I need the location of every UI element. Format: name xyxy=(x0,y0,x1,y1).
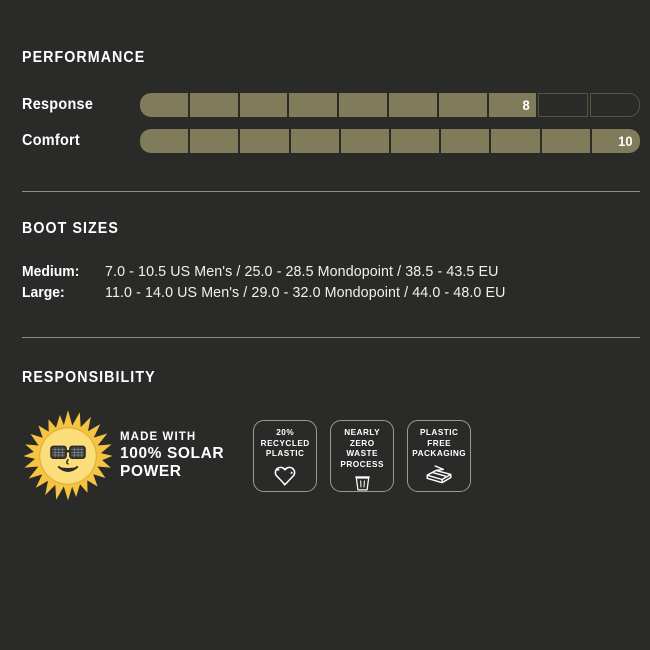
responsibility-badges: 20% RECYCLED PLASTIC NEARLY xyxy=(253,420,472,492)
meter-segment xyxy=(339,93,387,117)
section-divider xyxy=(22,191,640,192)
badge-line: FREE xyxy=(427,438,452,448)
solar-text-line-1: MADE WITH xyxy=(120,430,197,443)
badge-label: NEARLY ZERO WASTE PROCESS xyxy=(340,428,384,471)
badge-line: PLASTIC xyxy=(419,428,459,437)
open-box-icon xyxy=(426,465,452,484)
performance-heading: PERFORMANCE xyxy=(22,49,146,66)
badge-line: ZERO xyxy=(349,438,375,448)
boot-sizes-row-large: Large: 11.0 - 14.0 US Men's / 29.0 - 32.… xyxy=(22,284,640,305)
responsibility-section: RESPONSIBILITY xyxy=(22,369,640,502)
badge-line: PLASTIC xyxy=(265,449,305,459)
sun-with-sunglasses-icon xyxy=(23,410,113,501)
boot-sizes-table: Medium: 7.0 - 10.5 US Men's / 25.0 - 28.… xyxy=(22,263,640,305)
meter-segment xyxy=(140,129,189,153)
badge-zero-waste: NEARLY ZERO WASTE PROCESS xyxy=(330,420,395,492)
performance-label-comfort: Comfort xyxy=(22,132,81,149)
performance-row-response: Response 8 xyxy=(22,92,640,118)
boot-sizes-heading: BOOT SIZES xyxy=(22,220,119,237)
sunglasses xyxy=(50,445,86,460)
responsibility-heading: RESPONSIBILITY xyxy=(22,369,156,386)
boot-sizes-value-medium: 7.0 - 10.5 US Men's / 25.0 - 28.5 Mondop… xyxy=(105,263,499,280)
meter-segment xyxy=(340,129,390,153)
meter-segment xyxy=(438,93,487,117)
performance-meter-comfort: 10 xyxy=(140,129,641,153)
boot-sizes-value-large: 11.0 - 14.0 US Men's / 29.0 - 32.0 Mondo… xyxy=(105,284,506,301)
boot-sizes-row-medium: Medium: 7.0 - 10.5 US Men's / 25.0 - 28.… xyxy=(22,263,640,284)
badge-recycled-plastic: 20% RECYCLED PLASTIC xyxy=(253,420,318,492)
meter-segment xyxy=(388,93,437,117)
performance-row-comfort: Comfort 10 xyxy=(22,128,641,154)
meter-segment xyxy=(290,129,339,153)
badge-line: PROCESS xyxy=(340,459,384,469)
performance-meter-response: 8 xyxy=(140,93,640,117)
performance-value-comfort: 10 xyxy=(618,133,634,149)
badge-label: 20% RECYCLED PLASTIC xyxy=(261,428,310,460)
boot-sizes-label-large: Large: xyxy=(22,284,65,301)
meter-segment xyxy=(441,129,490,153)
section-divider xyxy=(22,337,640,338)
recycle-heart-icon xyxy=(274,466,296,486)
meter-segment xyxy=(239,93,288,117)
solar-power-badge: MADE WITH 100% SOLAR POWER xyxy=(22,410,224,502)
meter-segment xyxy=(491,129,540,153)
meter-segment xyxy=(289,93,338,117)
boot-sizes-label-medium: Medium: xyxy=(22,263,80,280)
performance-rows: Response 8 Comfort xyxy=(22,92,641,154)
boot-sizes-section: BOOT SIZES Medium: 7.0 - 10.5 US Men's /… xyxy=(22,220,640,305)
solar-text-line-2: 100% SOLAR xyxy=(120,444,225,462)
badge-line: RECYCLED xyxy=(260,438,310,448)
meter-segment xyxy=(190,129,239,153)
meter-segment xyxy=(240,129,289,153)
meter-segment xyxy=(391,129,440,153)
meter-segment xyxy=(590,93,640,117)
trash-bin-icon xyxy=(354,475,370,491)
solar-text-line-3: POWER xyxy=(120,462,182,480)
meter-segment-value: 8 xyxy=(488,93,537,117)
meter-segment xyxy=(189,93,238,117)
performance-section: PERFORMANCE Response 8 xyxy=(22,49,641,164)
badge-label: PLASTIC FREE PACKAGING xyxy=(412,428,466,460)
meter-segment xyxy=(538,93,589,117)
badge-line: 20% xyxy=(276,428,295,437)
badge-plastic-free-packaging: PLASTIC FREE PACKAGING xyxy=(407,420,472,492)
solar-power-text: MADE WITH 100% SOLAR POWER xyxy=(120,431,224,481)
badge-line: NEARLY xyxy=(344,428,381,437)
badge-line: WASTE xyxy=(346,449,378,459)
responsibility-content: MADE WITH 100% SOLAR POWER 20% RECYCLED … xyxy=(22,410,640,502)
meter-segment xyxy=(541,129,590,153)
badge-line: PACKAGING xyxy=(412,449,467,459)
performance-value-response: 8 xyxy=(522,97,530,113)
meter-segment-value: 10 xyxy=(591,129,641,153)
meter-segment xyxy=(140,93,188,117)
performance-label-response: Response xyxy=(22,96,94,113)
